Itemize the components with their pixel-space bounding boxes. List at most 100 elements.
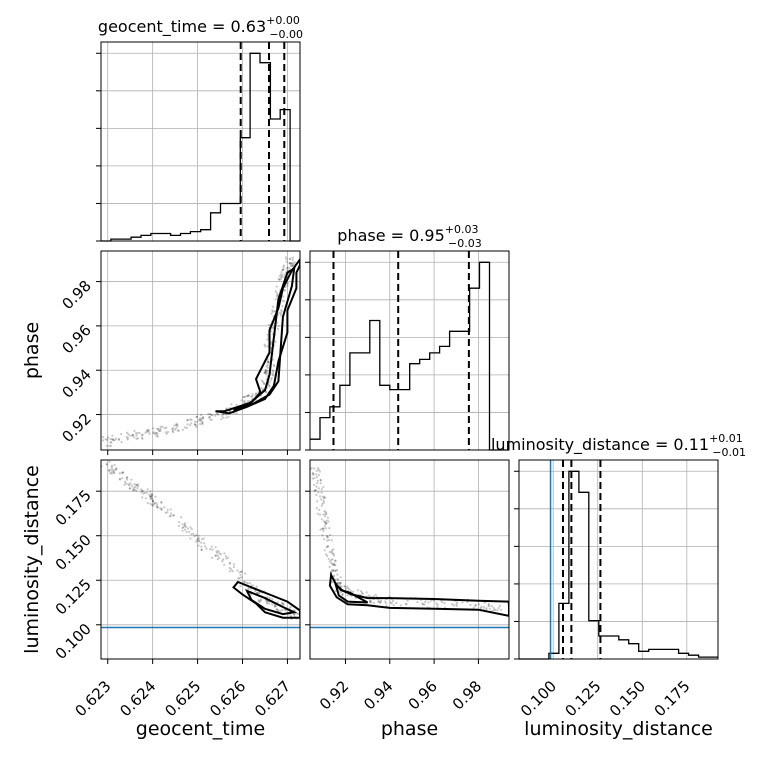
sample-point <box>277 609 280 612</box>
sample-point <box>146 430 149 433</box>
sample-point <box>150 497 153 500</box>
sample-point <box>281 268 284 271</box>
sample-point <box>281 295 285 298</box>
sample-point <box>144 497 147 500</box>
sample-point <box>424 600 427 604</box>
sample-point <box>315 475 319 479</box>
sample-point <box>320 518 323 521</box>
sample-point <box>235 412 238 415</box>
sample-point <box>131 433 134 436</box>
sample-point <box>273 605 276 608</box>
sample-point <box>134 432 137 435</box>
sample-point <box>292 262 295 265</box>
sample-point <box>156 506 159 509</box>
sample-point <box>246 394 249 397</box>
sample-point <box>487 604 490 607</box>
sample-point <box>173 428 176 431</box>
sample-point <box>325 512 328 515</box>
sample-point <box>333 562 336 565</box>
sample-point <box>284 609 287 612</box>
sample-point <box>152 503 156 506</box>
sample-point <box>239 585 242 588</box>
sample-point <box>264 345 267 348</box>
sample-point <box>133 483 136 486</box>
sample-point <box>480 605 483 608</box>
sample-point <box>199 413 203 417</box>
title-luminosity_distance: luminosity_distance = 0.11+0.01 −0.01 <box>491 432 746 459</box>
sample-point <box>209 548 212 551</box>
x-tick-label: 0.92 <box>316 677 352 713</box>
sample-point <box>156 503 159 506</box>
sample-point <box>158 429 161 432</box>
sample-point <box>331 569 334 572</box>
sample-point <box>165 432 168 435</box>
sample-point <box>288 267 291 270</box>
sample-point <box>134 485 137 488</box>
sample-point <box>121 477 124 480</box>
sample-point <box>214 554 218 557</box>
sample-point <box>487 605 490 608</box>
sample-point <box>281 608 284 612</box>
sample-point <box>263 382 266 385</box>
sample-point <box>140 491 143 494</box>
sample-point <box>195 425 198 428</box>
sample-point <box>274 310 277 313</box>
sample-point <box>150 494 153 497</box>
sample-point <box>321 527 324 530</box>
sample-point <box>195 540 198 543</box>
sample-point <box>359 590 363 593</box>
sample-point <box>384 602 387 605</box>
sample-point <box>149 495 152 499</box>
sample-point <box>118 477 121 480</box>
sample-point <box>273 604 277 607</box>
x-tick-label: 0.625 <box>161 677 204 720</box>
sample-point <box>313 477 316 480</box>
sample-point <box>280 309 283 312</box>
sample-point <box>500 608 503 612</box>
sample-point <box>197 537 200 541</box>
sample-point <box>216 551 219 554</box>
sample-point <box>316 482 319 485</box>
panel-geocent_time-hist: geocent_time = 0.63+0.00 −0.00 <box>96 14 303 242</box>
sample-point <box>197 534 200 537</box>
sample-point <box>243 395 246 398</box>
sample-point <box>282 266 285 269</box>
sample-point <box>111 437 114 441</box>
sample-point <box>228 566 231 570</box>
sample-point <box>276 295 279 298</box>
sample-point <box>226 556 230 559</box>
title-sup: +0.01 <box>709 432 743 445</box>
sample-point <box>283 275 286 278</box>
sample-point <box>176 425 179 428</box>
x-axis-label: luminosity_distance <box>524 718 713 740</box>
sample-point <box>240 570 243 573</box>
sample-point <box>200 541 203 544</box>
sample-point <box>170 512 173 515</box>
sample-point <box>159 507 162 510</box>
sample-point <box>171 514 175 517</box>
sample-point <box>322 497 325 500</box>
sample-point <box>441 601 444 604</box>
sample-point <box>284 256 287 259</box>
sample-point <box>125 476 129 479</box>
sample-point <box>487 602 490 606</box>
sample-point <box>286 282 290 285</box>
sample-point <box>196 538 199 542</box>
sample-point <box>346 594 349 597</box>
sample-point <box>173 514 176 517</box>
sample-point <box>452 604 455 607</box>
sample-point <box>146 429 149 432</box>
sample-point <box>171 427 175 430</box>
sample-point <box>150 495 153 498</box>
sample-point <box>321 527 324 530</box>
sample-point <box>325 553 328 556</box>
sample-point <box>276 327 280 330</box>
sample-point <box>154 495 157 498</box>
sample-point <box>325 519 328 522</box>
sample-point <box>323 496 326 499</box>
sample-point <box>322 529 325 533</box>
sample-point <box>114 437 118 440</box>
panel-frame <box>100 250 301 451</box>
sample-point <box>279 314 283 317</box>
panel-phase-vs-luminosity_distance <box>305 459 510 664</box>
